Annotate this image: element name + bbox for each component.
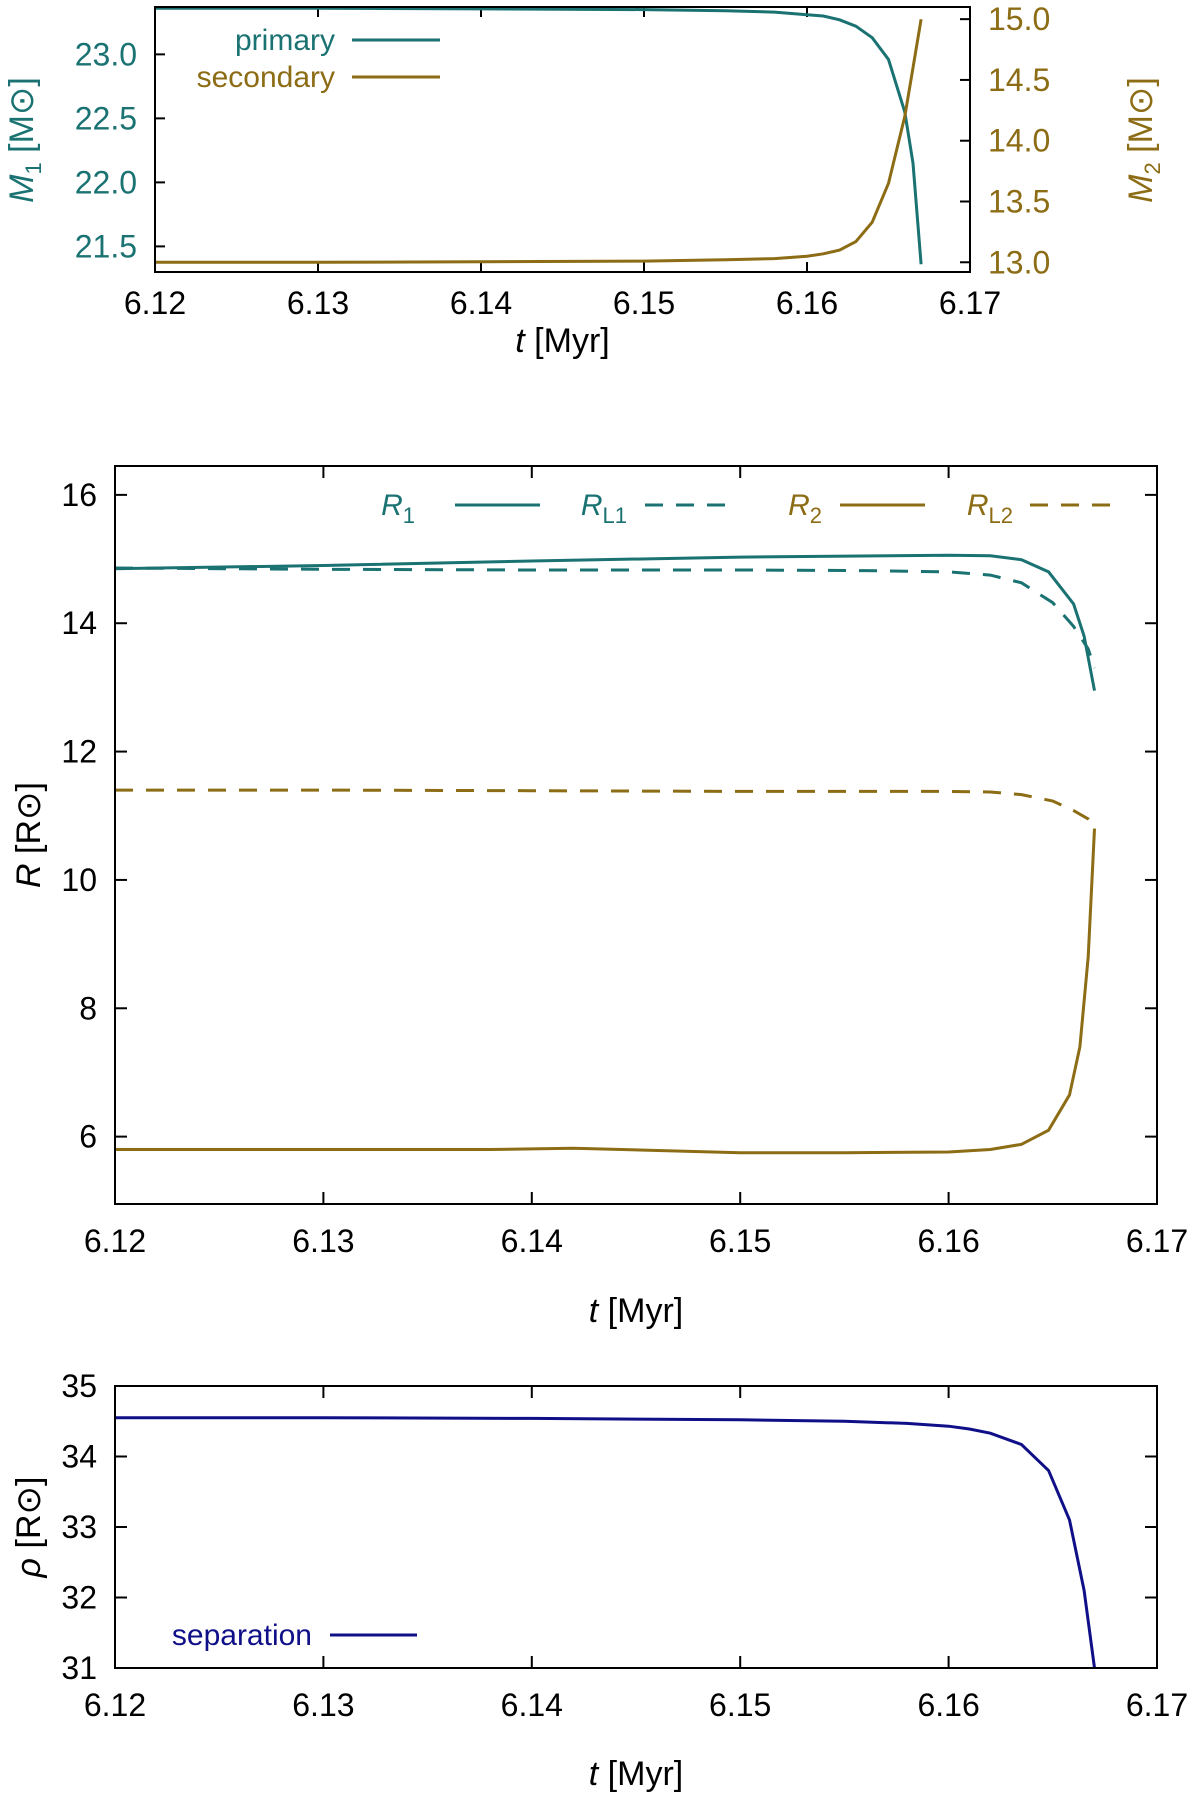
x-tick-label-2-5: 6.17 (1126, 1687, 1188, 1723)
x-tick-label-1-0: 6.12 (84, 1223, 146, 1259)
y-axis-title-left-0-sub: 1 (21, 162, 46, 174)
plot-frame-1 (114, 465, 1158, 1205)
x-tick-label-2-3: 6.15 (709, 1687, 771, 1723)
legend-var-R1: R (381, 489, 403, 522)
y-tick-label-2-3: 34 (61, 1439, 97, 1475)
y-tick-label-0-1: 22.0 (75, 164, 137, 200)
y-tick-label-1-4: 14 (61, 605, 97, 641)
legend-label-separation: separation (172, 1619, 312, 1652)
y-axis-title-left-0-unit: [M⊙] (3, 77, 41, 162)
y2-tick-label-0-4: 15.0 (988, 1, 1050, 37)
x-tick-label-2-1: 6.13 (292, 1687, 354, 1723)
y-axis-title-1: R [R⊙] (10, 782, 48, 888)
y-axis-title-right-0-sub: 2 (1140, 162, 1165, 174)
legend-label-primary: primary (235, 24, 335, 57)
plot-frame-0 (154, 6, 971, 273)
x-tick-label-0-5: 6.17 (939, 285, 1001, 321)
y-axis-title-right-0: M2 [M⊙] (1122, 77, 1165, 203)
x-axis-var-2: t (589, 1755, 600, 1793)
x-tick-label-0-1: 6.13 (287, 285, 349, 321)
y-axis-title-2-unit: [R⊙] (10, 1477, 48, 1558)
legend-label-R2: R2 (788, 489, 822, 528)
series-line-secondary (155, 18, 923, 264)
x-axis-unit-1: [Myr] (598, 1292, 683, 1330)
plot-frame-2 (114, 1385, 1158, 1669)
x-axis-title-0: t [Myr] (515, 322, 609, 360)
x-axis-var-1: t (589, 1292, 600, 1330)
x-tick-label-2-0: 6.12 (84, 1687, 146, 1723)
y-axis-title-left-0-var: M (3, 174, 41, 203)
legend-sub-R2: 2 (810, 503, 822, 528)
series-line-RL1 (114, 566, 1096, 669)
legend-label-RL2: RL2 (967, 489, 1013, 528)
x-tick-label-0-2: 6.14 (450, 285, 512, 321)
x-tick-label-1-1: 6.13 (292, 1223, 354, 1259)
series-line-RL2 (115, 788, 1096, 827)
y-tick-label-2-1: 32 (61, 1580, 97, 1616)
x-tick-label-1-4: 6.16 (917, 1223, 979, 1259)
legend-var-RL1: R (581, 489, 603, 522)
x-tick-label-1-2: 6.14 (501, 1223, 563, 1259)
y-tick-label-0-0: 21.5 (75, 228, 137, 264)
series-line-primary (155, 6, 923, 265)
y-axis-title-1-unit: [R⊙] (10, 782, 48, 863)
y-tick-label-2-4: 35 (61, 1368, 97, 1404)
legend-label-R1: R1 (381, 489, 415, 528)
y-tick-label-1-1: 8 (79, 990, 97, 1026)
y2-tick-label-0-2: 14.0 (988, 123, 1050, 159)
x-tick-label-0-3: 6.15 (613, 285, 675, 321)
x-axis-unit-2: [Myr] (598, 1755, 683, 1793)
y-tick-label-1-3: 12 (61, 734, 97, 770)
y-tick-label-0-2: 22.5 (75, 100, 137, 136)
x-tick-label-1-3: 6.15 (709, 1223, 771, 1259)
x-axis-var-0: t (515, 322, 526, 360)
x-axis-unit-0: [Myr] (525, 322, 610, 360)
legend-label-RL1: RL1 (581, 489, 627, 528)
legend-var-RL2: R (967, 489, 989, 522)
y-axis-title-1-var: R (10, 863, 48, 888)
y2-tick-label-0-0: 13.0 (988, 244, 1050, 280)
y-axis-title-2-var: ρ (10, 1558, 48, 1578)
y-tick-label-1-2: 10 (61, 862, 97, 898)
legend-sub-RL2: L2 (989, 503, 1013, 528)
y-axis-title-right-0-var: M (1122, 174, 1160, 203)
x-tick-label-2-2: 6.14 (501, 1687, 563, 1723)
y-tick-label-2-0: 31 (61, 1650, 97, 1686)
y2-tick-label-0-1: 13.5 (988, 183, 1050, 219)
x-axis-title-2: t [Myr] (589, 1755, 683, 1793)
y-axis-title-2: ρ [R⊙] (10, 1477, 48, 1579)
y2-tick-label-0-3: 14.5 (988, 62, 1050, 98)
x-tick-label-0-4: 6.16 (776, 285, 838, 321)
legend-var-R2: R (788, 489, 810, 522)
series-line-R2 (115, 828, 1096, 1155)
x-tick-label-1-5: 6.17 (1126, 1223, 1188, 1259)
y-tick-label-0-3: 23.0 (75, 36, 137, 72)
x-tick-label-2-4: 6.16 (917, 1687, 979, 1723)
y-axis-title-left-0: M1 [M⊙] (3, 77, 46, 203)
y-tick-label-2-2: 33 (61, 1509, 97, 1545)
series-line-separation (115, 1416, 1096, 1669)
y-axis-title-right-0-unit: [M⊙] (1122, 77, 1160, 162)
x-tick-label-0-0: 6.12 (124, 285, 186, 321)
legend-label-secondary: secondary (197, 61, 335, 94)
x-axis-title-1: t [Myr] (589, 1292, 683, 1330)
series-line-R1 (114, 553, 1096, 691)
y-tick-label-1-5: 16 (61, 477, 97, 513)
legend-sub-R1: 1 (403, 503, 415, 528)
y-tick-label-1-0: 6 (79, 1119, 97, 1155)
legend-sub-RL1: L1 (603, 503, 627, 528)
